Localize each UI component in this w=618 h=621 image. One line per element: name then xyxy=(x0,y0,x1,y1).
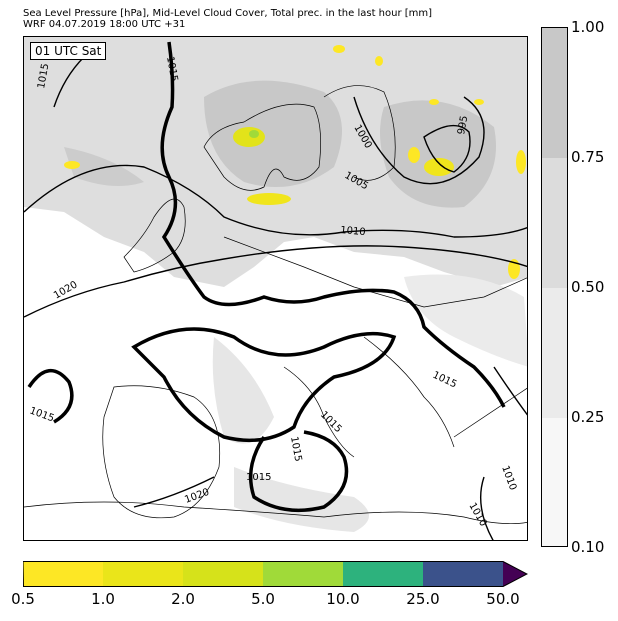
precipitation-layer xyxy=(64,45,526,279)
precip-band xyxy=(423,561,503,587)
isobar-label: 1015 xyxy=(36,63,51,90)
isobar-label: 1010 xyxy=(340,225,366,238)
precip-tick: 25.0 xyxy=(406,590,440,608)
isobar-label: 1010 xyxy=(466,501,488,529)
isobar-label: 1015 xyxy=(431,370,459,391)
cloud-cover-band xyxy=(542,288,567,418)
precip-band xyxy=(23,561,103,587)
isobar-label: 1015 xyxy=(164,56,179,83)
cloud-cover-tick: 0.50 xyxy=(571,278,605,296)
weather-map: 1015 1015 1015 1015 1015 1015 1015 1010 … xyxy=(23,36,528,541)
valid-time-badge: 01 UTC Sat xyxy=(30,42,107,60)
map-canvas: 1015 1015 1015 1015 1015 1015 1015 1010 … xyxy=(24,37,527,540)
cloud-cover-band xyxy=(542,28,567,158)
cloud-cover-tick: 1.00 xyxy=(571,18,605,36)
cloud-cover-layer xyxy=(24,37,527,532)
isobar-label: 1015 xyxy=(318,409,344,435)
cloud-cover-band xyxy=(542,158,567,288)
isobar-label: 995 xyxy=(456,115,470,136)
chart-title: Sea Level Pressure [hPa], Mid-Level Clou… xyxy=(23,8,433,19)
precip-tick: 0.5 xyxy=(11,590,35,608)
precip-tick: 1.0 xyxy=(91,590,115,608)
isobar-layer xyxy=(24,41,527,540)
precip-tick: 50.0 xyxy=(486,590,520,608)
cloud-cover-tick: 0.10 xyxy=(571,538,605,556)
isobar-label: 1015 xyxy=(246,472,271,483)
precip-tick: 5.0 xyxy=(251,590,275,608)
isobar-label: 1015 xyxy=(28,405,56,424)
cloud-cover-tick: 0.75 xyxy=(571,148,605,166)
precip-extend-arrow xyxy=(503,561,527,587)
cloud-cover-band xyxy=(542,418,567,546)
precip-band xyxy=(263,561,343,587)
chart-subtitle: WRF 04.07.2019 18:00 UTC +31 xyxy=(23,19,186,30)
precip-band xyxy=(343,561,423,587)
precip-tick: 10.0 xyxy=(326,590,360,608)
cloud-cover-colorbar xyxy=(541,27,568,547)
isobar-label: 1015 xyxy=(288,436,303,463)
cloud-cover-tick: 0.25 xyxy=(571,408,605,426)
isobar-label: 1010 xyxy=(499,464,518,492)
precipitation-colorbar xyxy=(23,561,528,587)
precip-band xyxy=(183,561,263,587)
precip-tick: 2.0 xyxy=(171,590,195,608)
precip-band xyxy=(103,561,183,587)
